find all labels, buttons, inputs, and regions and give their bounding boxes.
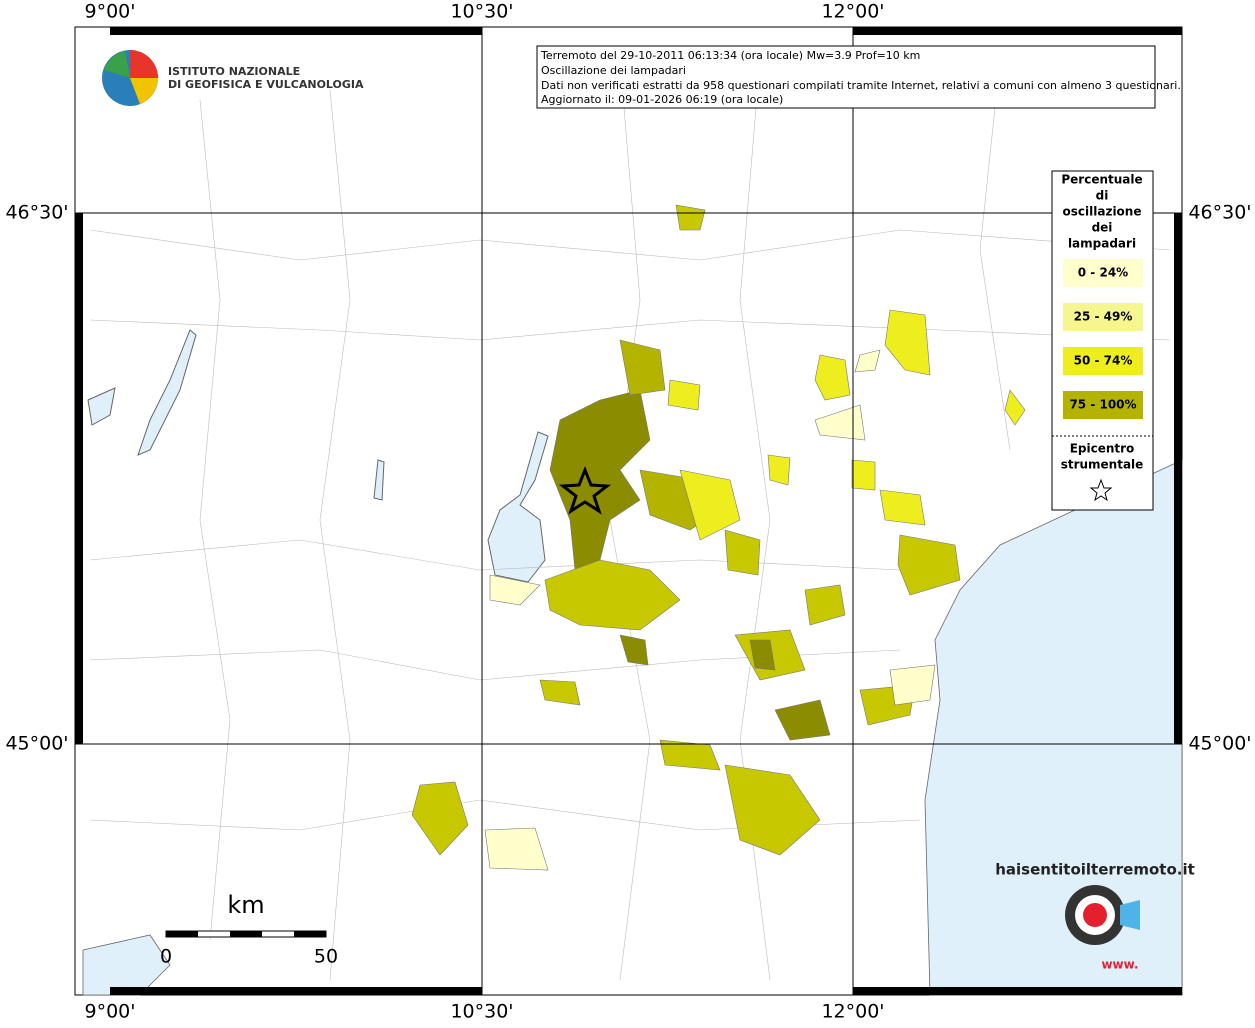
logo-text: DI GEOFISICA E VULCANOLOGIA: [168, 78, 364, 91]
legend-swatch: [1063, 347, 1143, 375]
lake: [487, 431, 549, 583]
lake: [87, 387, 116, 426]
legend-epicenter: Epicentro: [1070, 442, 1135, 456]
info-line: Dati non verificati estratti da 958 ques…: [541, 79, 1181, 92]
info-line: Terremoto del 29-10-2011 06:13:34 (ora l…: [540, 49, 920, 62]
legend-label: 25 - 49%: [1074, 310, 1133, 324]
latitude-label: 46°30': [5, 202, 68, 224]
logo-text: ISTITUTO NAZIONALE: [168, 65, 300, 78]
badge: haisentitoilterremoto.it www.: [995, 861, 1195, 972]
info-line: Aggiornato il: 09-01-2026 06:19 (ora loc…: [541, 93, 783, 106]
legend-title: dei: [1092, 221, 1113, 235]
scale-label: 0: [160, 946, 172, 968]
legend-swatch: [1063, 259, 1143, 287]
longitude-label: 12°00': [821, 1, 884, 23]
legend-title: Percentuale: [1061, 173, 1142, 187]
latitude-label: 45°00': [5, 733, 68, 755]
legend-label: 0 - 24%: [1078, 266, 1128, 280]
scale-label: 50: [314, 946, 338, 968]
legend-title: lampadari: [1068, 237, 1136, 251]
badge-prefix: www.: [1101, 958, 1138, 972]
legend-label: 50 - 74%: [1074, 354, 1133, 368]
longitude-label: 10°30': [450, 1, 513, 23]
sea: [82, 934, 171, 996]
scale-bar: [165, 930, 327, 938]
legend-swatch: [1063, 303, 1143, 331]
longitude-label: 9°00': [85, 1, 136, 23]
longitude-label: 9°00': [85, 1001, 136, 1023]
info-box: [536, 45, 1156, 109]
legend-swatch: [1063, 391, 1143, 419]
badge-text: haisentitoilterremoto.it: [995, 861, 1195, 879]
longitude-label: 12°00': [821, 1001, 884, 1023]
lake: [373, 459, 385, 501]
ingv-logo: ISTITUTO NAZIONALE DI GEOFISICA E VULCAN…: [102, 50, 364, 106]
felt-areas: [411, 204, 1026, 871]
legend: Percentuale di oscillazione dei lampadari 0 -…: [1051, 170, 1154, 511]
longitude-label: 10°30': [450, 1001, 513, 1023]
legend-epicenter: strumentale: [1061, 458, 1144, 472]
latitude-label: 45°00': [1188, 733, 1251, 755]
graticule: [75, 27, 1182, 995]
scale-unit: km: [227, 891, 264, 919]
info-line: Oscillazione dei lampadari: [541, 64, 686, 77]
lake: [137, 329, 197, 456]
legend-label: 75 - 100%: [1069, 398, 1136, 412]
legend-title: di: [1096, 189, 1109, 203]
legend-title: oscillazione: [1063, 205, 1142, 219]
frame-bars: [75, 27, 1182, 995]
epicenter: [558, 465, 612, 515]
latitude-label: 46°30': [1188, 202, 1251, 224]
